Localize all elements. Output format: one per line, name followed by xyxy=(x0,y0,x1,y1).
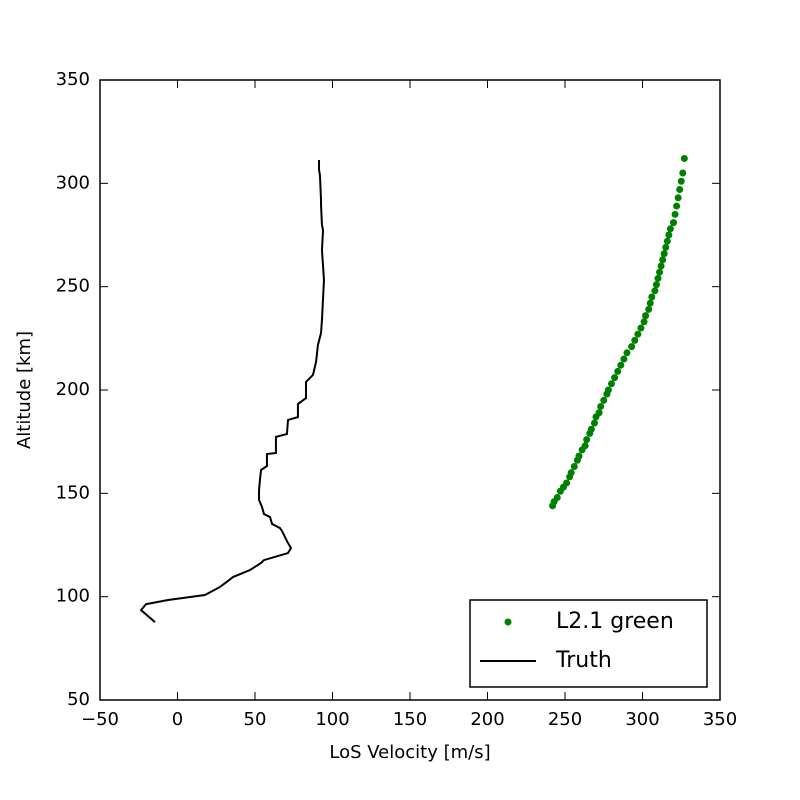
x-tick-label: 0 xyxy=(172,709,183,730)
data-point xyxy=(631,336,639,344)
data-line xyxy=(139,159,325,623)
data-point xyxy=(553,493,561,501)
x-tick-label: −50 xyxy=(81,709,119,730)
legend-label: Truth xyxy=(555,648,612,673)
data-point xyxy=(595,409,603,417)
x-tick-label: 200 xyxy=(470,709,504,730)
data-point xyxy=(614,367,622,375)
plot-frame xyxy=(99,79,721,701)
x-tick-label: 300 xyxy=(625,709,659,730)
y-axis-label: Altitude [km] xyxy=(14,331,35,449)
x-tick-label: 100 xyxy=(315,709,349,730)
data-point xyxy=(674,194,682,202)
data-point xyxy=(563,479,571,487)
y-tick-label: 150 xyxy=(56,482,90,503)
data-point xyxy=(677,177,685,185)
y-tick-label: 250 xyxy=(56,276,90,297)
data-point xyxy=(662,243,670,251)
data-point xyxy=(608,380,615,388)
data-point xyxy=(597,403,605,411)
data-point xyxy=(604,386,612,394)
data-point xyxy=(652,281,660,289)
x-tick-label: 150 xyxy=(393,709,427,730)
data-point xyxy=(665,231,673,239)
data-point xyxy=(680,155,688,163)
data-point xyxy=(676,186,684,194)
data-point xyxy=(670,219,677,227)
y-tick-label: 300 xyxy=(56,172,90,193)
data-point xyxy=(637,324,645,332)
legend-box xyxy=(469,599,708,688)
data-point xyxy=(587,425,595,433)
data-point xyxy=(654,274,662,282)
x-tick-label: 350 xyxy=(703,709,737,730)
data-point xyxy=(617,361,625,369)
y-tick-label: 350 xyxy=(56,69,90,90)
y-tick-label: 100 xyxy=(56,586,90,607)
data-point xyxy=(570,462,578,470)
data-point xyxy=(663,237,671,245)
data-point xyxy=(673,202,681,210)
data-point xyxy=(651,287,659,295)
data-point xyxy=(640,318,648,326)
data-point xyxy=(634,330,642,338)
data-point xyxy=(645,305,653,313)
data-point xyxy=(590,419,598,427)
data-point xyxy=(671,210,679,218)
data-point xyxy=(666,225,674,233)
data-point xyxy=(600,396,608,404)
data-point xyxy=(642,312,650,320)
data-point xyxy=(628,343,636,351)
data-point xyxy=(646,299,654,307)
y-tick-label: 200 xyxy=(56,379,90,400)
data-point xyxy=(611,374,619,382)
data-point xyxy=(659,256,667,264)
data-point xyxy=(575,452,583,460)
x-tick-label: 50 xyxy=(244,709,267,730)
data-point xyxy=(620,355,628,363)
data-point xyxy=(567,469,575,477)
data-point xyxy=(657,262,665,270)
data-point xyxy=(623,349,631,357)
data-point xyxy=(583,436,591,444)
data-point xyxy=(679,169,687,177)
x-axis-label: LoS Velocity [m/s] xyxy=(329,742,490,763)
data-point xyxy=(581,442,589,450)
data-point xyxy=(656,268,664,276)
data-point xyxy=(660,250,668,258)
y-tick-label: 50 xyxy=(67,689,90,710)
data-point xyxy=(648,293,656,301)
x-tick-label: 250 xyxy=(548,709,582,730)
legend-marker xyxy=(504,618,512,626)
legend-label: L2.1 green xyxy=(556,609,674,634)
